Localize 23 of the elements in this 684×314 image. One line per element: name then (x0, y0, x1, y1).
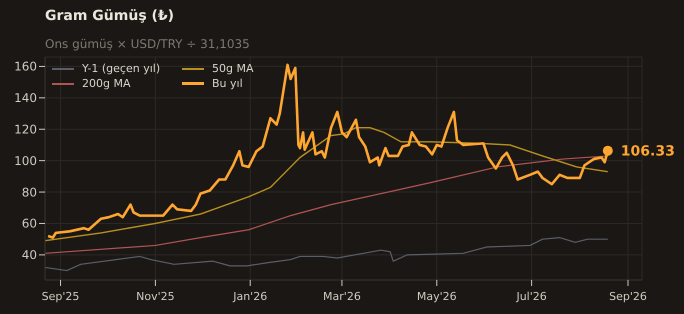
y-tick-label: 100 (14, 154, 37, 168)
chart-subtitle: Ons gümüş × USD/TRY ÷ 31,1035 (45, 37, 250, 51)
x-tick-label: May'26 (416, 290, 457, 303)
y-tick-label: 40 (22, 248, 37, 262)
line-series (45, 237, 608, 272)
x-tick-label: Jan'26 (232, 290, 268, 303)
x-tick-label: Mar'26 (323, 290, 361, 303)
y-tick-label: 140 (14, 91, 37, 106)
x-tick-label: Jul'26 (515, 290, 547, 303)
y-tick-label: 120 (14, 122, 37, 136)
legend-label: 200g MA (82, 77, 130, 90)
y-tick-label: 60 (22, 216, 37, 231)
y-tick-label: 80 (22, 185, 37, 200)
legend-label: Bu yıl (212, 77, 243, 90)
chart-title: Gram Gümüş (₺) (45, 8, 174, 24)
legend-label: Y-1 (geçen yıl) (82, 62, 160, 75)
x-tick-label: Sep'25 (42, 290, 80, 303)
annotation: 106.33 (620, 144, 675, 160)
x-tick-label: Nov'25 (136, 290, 175, 303)
y-tick-label: 160 (14, 60, 37, 74)
x-tick-label: Sep'26 (609, 290, 647, 303)
line-series (45, 126, 608, 242)
legend-label: 50g MA (212, 62, 254, 75)
